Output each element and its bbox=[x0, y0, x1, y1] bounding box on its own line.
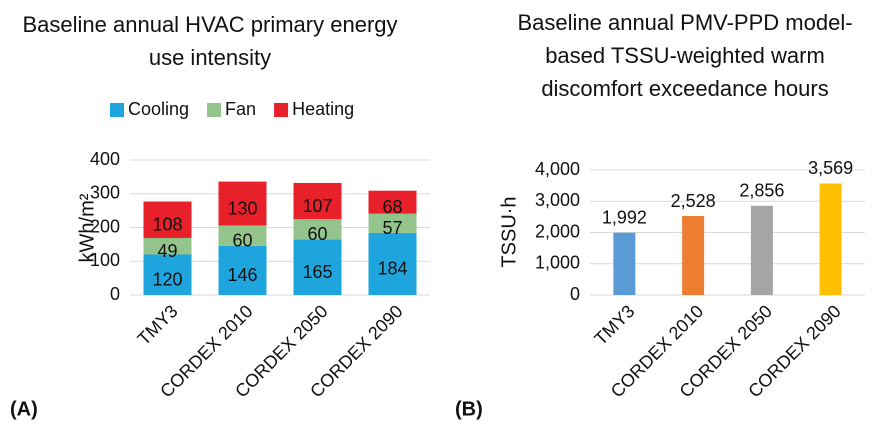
bar-segment bbox=[293, 219, 342, 240]
bar bbox=[682, 216, 705, 295]
y-tick-label: 100 bbox=[90, 250, 120, 270]
legend-label: Fan bbox=[225, 99, 256, 119]
data-label: 57 bbox=[382, 218, 402, 238]
data-label: 1,992 bbox=[602, 208, 647, 228]
y-tick-label: 400 bbox=[90, 149, 120, 169]
data-label: 2,856 bbox=[739, 181, 784, 201]
y-tick-label: 200 bbox=[90, 216, 120, 236]
bar-segment bbox=[218, 225, 267, 246]
legend-swatch bbox=[274, 103, 289, 117]
data-label: 146 bbox=[227, 265, 257, 285]
chart-title: Baseline annual PMV-PPD model-based TSSU… bbox=[517, 10, 853, 101]
bar-segment bbox=[143, 254, 192, 295]
bar-segment bbox=[143, 201, 192, 238]
bar-segment bbox=[368, 232, 417, 295]
x-tick-label: TMY3 bbox=[590, 301, 638, 349]
data-label: 68 bbox=[382, 197, 402, 217]
chart-title: Baseline annual HVAC primary energy use … bbox=[22, 12, 398, 70]
x-tick-label: TMY3 bbox=[134, 301, 182, 349]
bar-segment bbox=[143, 237, 192, 255]
data-label: 60 bbox=[232, 230, 252, 250]
data-label: 3,569 bbox=[808, 158, 853, 178]
bar bbox=[750, 205, 773, 295]
legend-swatch bbox=[110, 103, 124, 117]
data-label: 49 bbox=[157, 241, 177, 261]
y-tick-label: 4,000 bbox=[535, 159, 580, 179]
bar-segment bbox=[293, 239, 342, 295]
panel-label: (B) bbox=[455, 398, 483, 420]
bar-segment bbox=[218, 245, 267, 295]
y-tick-label: 1,000 bbox=[535, 253, 580, 273]
y-axis-label: kWh/m² bbox=[76, 193, 98, 262]
data-label: 108 bbox=[152, 214, 182, 234]
data-label: 165 bbox=[302, 262, 332, 282]
panel-label: (A) bbox=[10, 398, 38, 420]
y-tick-label: 0 bbox=[570, 284, 580, 304]
legend-label: Heating bbox=[292, 99, 354, 119]
data-label: 2,528 bbox=[671, 191, 716, 211]
legend-label: Cooling bbox=[128, 99, 189, 119]
bar-segment bbox=[218, 181, 267, 226]
bar bbox=[819, 183, 842, 295]
y-axis-label: TSSU·h bbox=[498, 196, 520, 267]
data-label: 107 bbox=[302, 196, 332, 216]
y-tick-label: 2,000 bbox=[535, 221, 580, 241]
data-label: 60 bbox=[307, 224, 327, 244]
data-label: 184 bbox=[377, 259, 407, 279]
data-label: 120 bbox=[152, 270, 182, 290]
y-tick-label: 3,000 bbox=[535, 190, 580, 210]
y-tick-label: 0 bbox=[110, 284, 120, 304]
y-tick-label: 300 bbox=[90, 183, 120, 203]
legend-swatch bbox=[207, 103, 222, 117]
bar-segment bbox=[368, 190, 417, 214]
data-label: 130 bbox=[227, 198, 257, 218]
bar-segment bbox=[368, 213, 417, 233]
bar-segment bbox=[293, 182, 342, 220]
bar bbox=[613, 232, 636, 295]
